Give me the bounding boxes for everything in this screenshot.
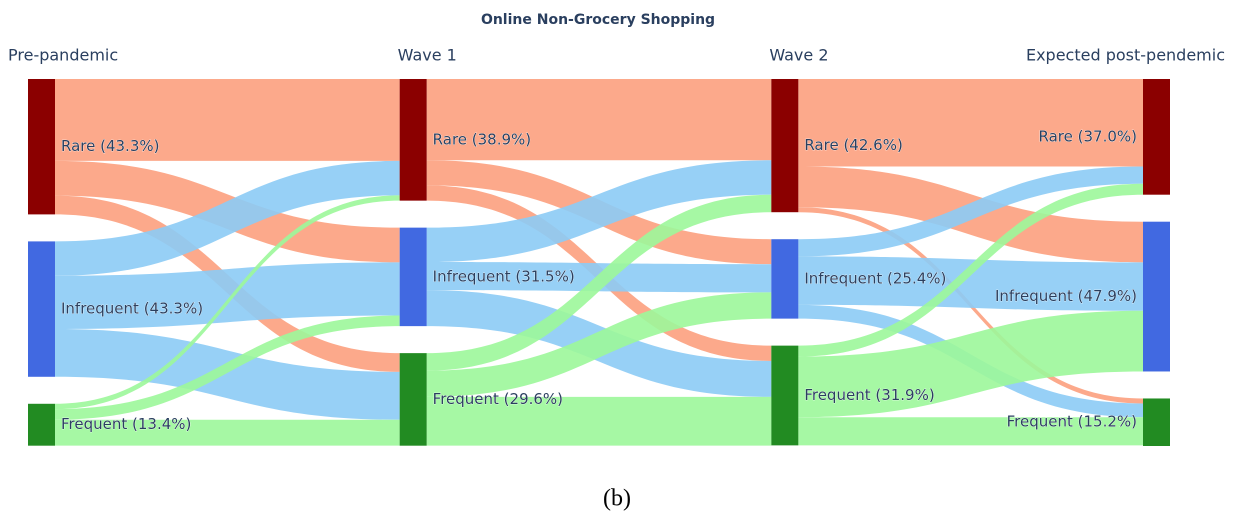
link [798, 166, 1143, 257]
node-label: Infrequent (43.3%) [61, 300, 203, 318]
link [798, 310, 1143, 418]
column-header: Expected post-pendemic [1026, 46, 1225, 65]
link [798, 183, 1143, 357]
link [426, 292, 772, 397]
node-label: Rare (43.3%) [61, 137, 159, 155]
node [771, 239, 799, 319]
node-label: Rare (42.6%) [804, 136, 902, 154]
node [1143, 398, 1170, 446]
node [399, 353, 427, 446]
link [798, 256, 1143, 311]
link [55, 195, 400, 410]
column-header: Pre-pandemic [8, 46, 118, 65]
column-header: Wave 2 [769, 46, 828, 65]
node-label: Frequent (15.2%) [1007, 413, 1137, 431]
link [426, 194, 772, 371]
link [55, 262, 400, 329]
link [798, 417, 1143, 446]
node [1143, 79, 1170, 195]
link [426, 79, 772, 161]
link [55, 160, 400, 276]
link [798, 79, 1143, 167]
node [28, 403, 55, 446]
link [426, 396, 772, 446]
node [771, 345, 799, 446]
node [399, 227, 427, 327]
node [28, 241, 55, 377]
node-label: Infrequent (31.5%) [433, 267, 575, 285]
link [55, 328, 400, 420]
caption: (b) [603, 486, 631, 512]
node-label: Rare (38.9%) [433, 130, 531, 148]
node-label: Infrequent (47.9%) [995, 287, 1137, 305]
link [55, 315, 400, 420]
node [28, 79, 55, 215]
link [426, 160, 772, 263]
node-label: Frequent (31.9%) [804, 386, 934, 404]
node-label: Infrequent (25.4%) [804, 269, 946, 287]
node [1143, 221, 1170, 372]
node-label: Frequent (13.4%) [61, 415, 191, 433]
link [55, 79, 400, 161]
node [771, 79, 799, 213]
node [399, 79, 427, 201]
column-header: Wave 1 [398, 46, 457, 65]
node-label: Rare (37.0%) [1039, 127, 1137, 145]
node-label: Frequent (29.6%) [433, 390, 563, 408]
link [55, 419, 400, 446]
chart-title: Online Non-Grocery Shopping [481, 12, 715, 28]
